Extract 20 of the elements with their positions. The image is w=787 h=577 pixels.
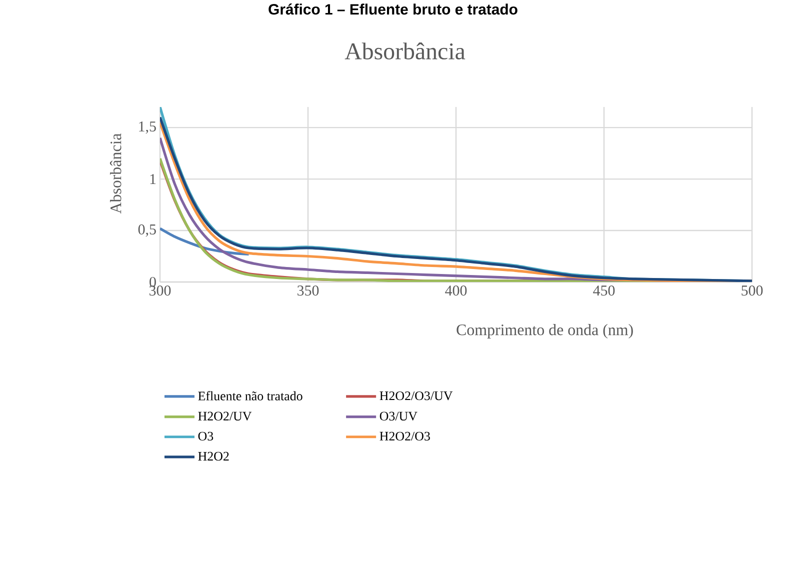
y-tick-label: 1 [150, 174, 156, 184]
x-tick-label: 350 [298, 286, 319, 296]
y-axis-title: Absorbância [110, 133, 122, 214]
y-tick-label: 1,5 [139, 122, 156, 134]
x-tick-label: 500 [742, 286, 763, 296]
x-axis-title: Comprimento de onda (nm) [456, 324, 633, 338]
x-tick-label: 450 [593, 286, 615, 296]
legend-label: O3 [198, 432, 214, 441]
x-tick-label: 300 [150, 286, 171, 296]
legend-label: H2O2/O3 [380, 432, 430, 441]
legend-label: H2O2/O3/UV [380, 391, 453, 400]
y-tick-label: 0,5 [138, 224, 156, 237]
legend-label: H2O2/UV [198, 412, 252, 421]
x-tick-label: 400 [445, 286, 467, 296]
legend-label: H2O2 [198, 452, 229, 461]
y-tick-label: 0 [150, 276, 156, 288]
legend-label: O3/UV [380, 412, 418, 421]
chart-title: Gráfico 1 – Efluente bruto e tratado [268, 4, 518, 15]
legend-label: Efluente não tratado [198, 391, 302, 400]
chart-subtitle: Absorbância [344, 42, 466, 60]
